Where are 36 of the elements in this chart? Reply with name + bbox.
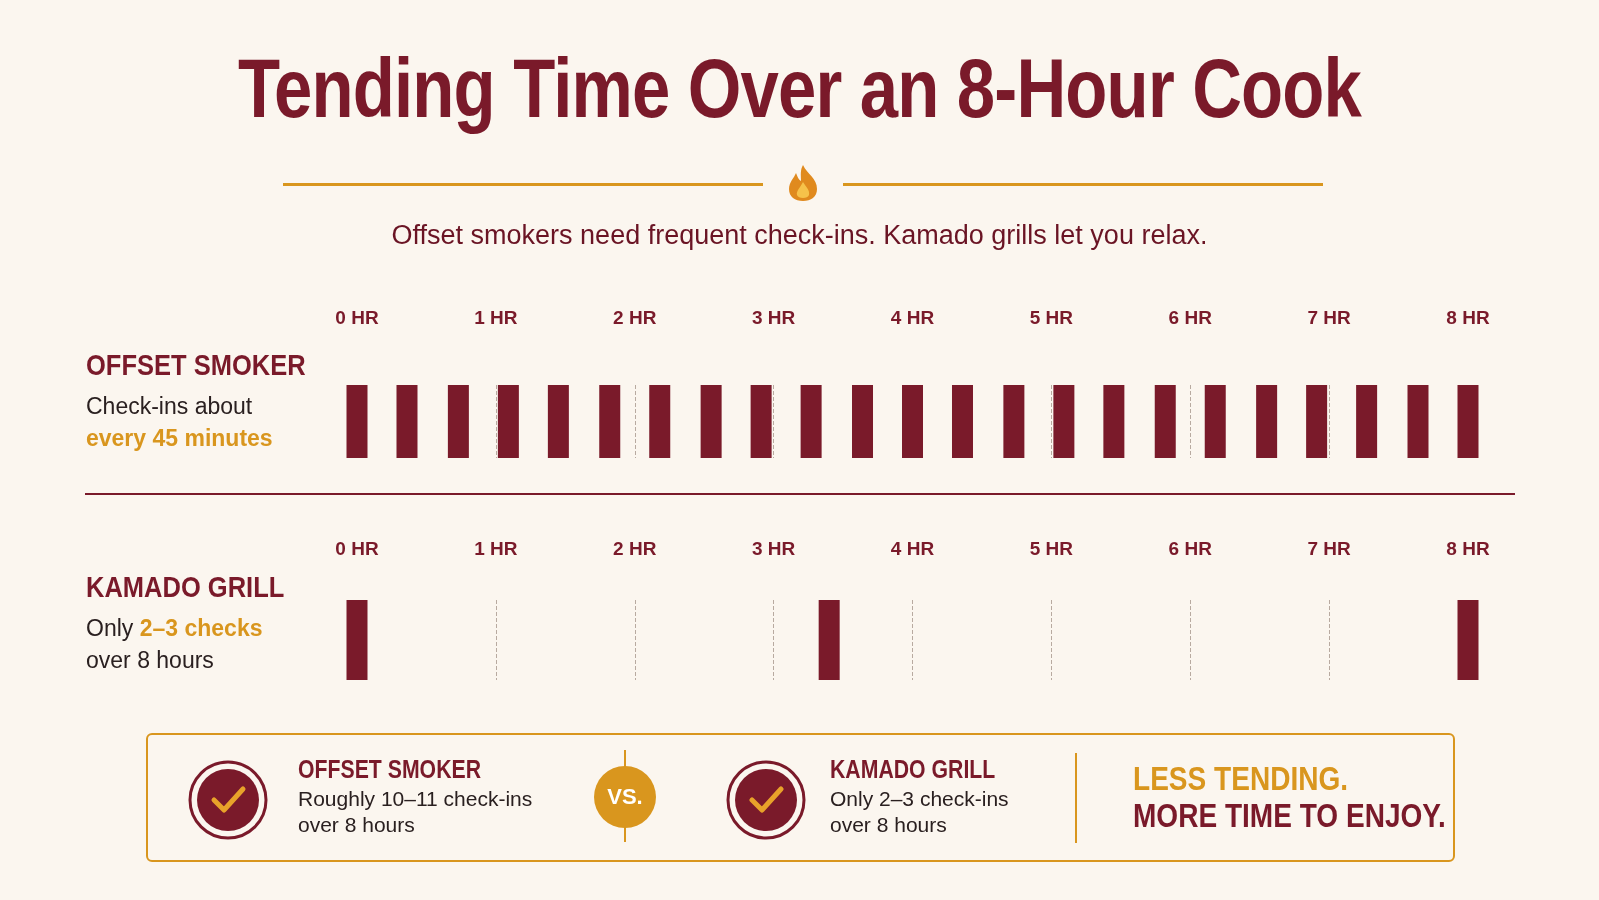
text: Only 2–3 check-ins: [830, 787, 1009, 811]
x-tick-label: 8 HR: [1446, 538, 1490, 559]
x-tick-label: 5 HR: [1029, 538, 1074, 559]
x-tick-label: 3 HR: [751, 307, 796, 328]
x-tick-label: 6 HR: [1168, 307, 1213, 328]
text: Roughly 10–11 check-ins: [298, 787, 533, 811]
text: MORE TIME TO ENJOY.: [1133, 797, 1446, 835]
text: VS.: [594, 766, 656, 828]
text: Check-ins about: [86, 393, 253, 419]
chart-title: Tending Time Over an 8-Hour Cook: [236, 40, 1363, 137]
x-tick-label: 2 HR: [613, 538, 657, 559]
text: LESS TENDING.: [1133, 760, 1349, 798]
text: KAMADO GRILL: [830, 755, 996, 784]
x-tick-label: 2 HR: [613, 307, 657, 328]
x-tick-label: 4 HR: [890, 307, 935, 328]
x-tick-label: 4 HR: [890, 538, 935, 559]
x-tick-label: 1 HR: [474, 307, 518, 328]
x-tick-label: 0 HR: [335, 538, 379, 559]
x-tick-label: 5 HR: [1029, 307, 1074, 328]
x-tick-label: 8 HR: [1446, 307, 1490, 328]
text: over 8 hours: [830, 813, 947, 837]
text: OFFSET SMOKER: [298, 755, 481, 784]
y-axis-title: OFFSET SMOKER: [86, 348, 306, 382]
text: over 8 hours: [298, 813, 415, 837]
text: 2–3 checks: [139, 615, 263, 641]
text: every 45 minutes: [86, 425, 273, 451]
x-tick-label: 3 HR: [751, 538, 796, 559]
x-tick-label: 7 HR: [1307, 307, 1352, 328]
chart-subtitle: Offset smokers need frequent check-ins. Kamado grills let you relax.: [390, 220, 1209, 251]
x-tick-label: 1 HR: [474, 538, 518, 559]
x-tick-label: 0 HR: [335, 307, 379, 328]
x-tick-label: 7 HR: [1307, 538, 1352, 559]
text: over 8 hours: [86, 647, 214, 673]
y-axis-title: KAMADO GRILL: [86, 570, 285, 604]
text: Only: [86, 615, 134, 641]
x-tick-label: 6 HR: [1168, 538, 1213, 559]
